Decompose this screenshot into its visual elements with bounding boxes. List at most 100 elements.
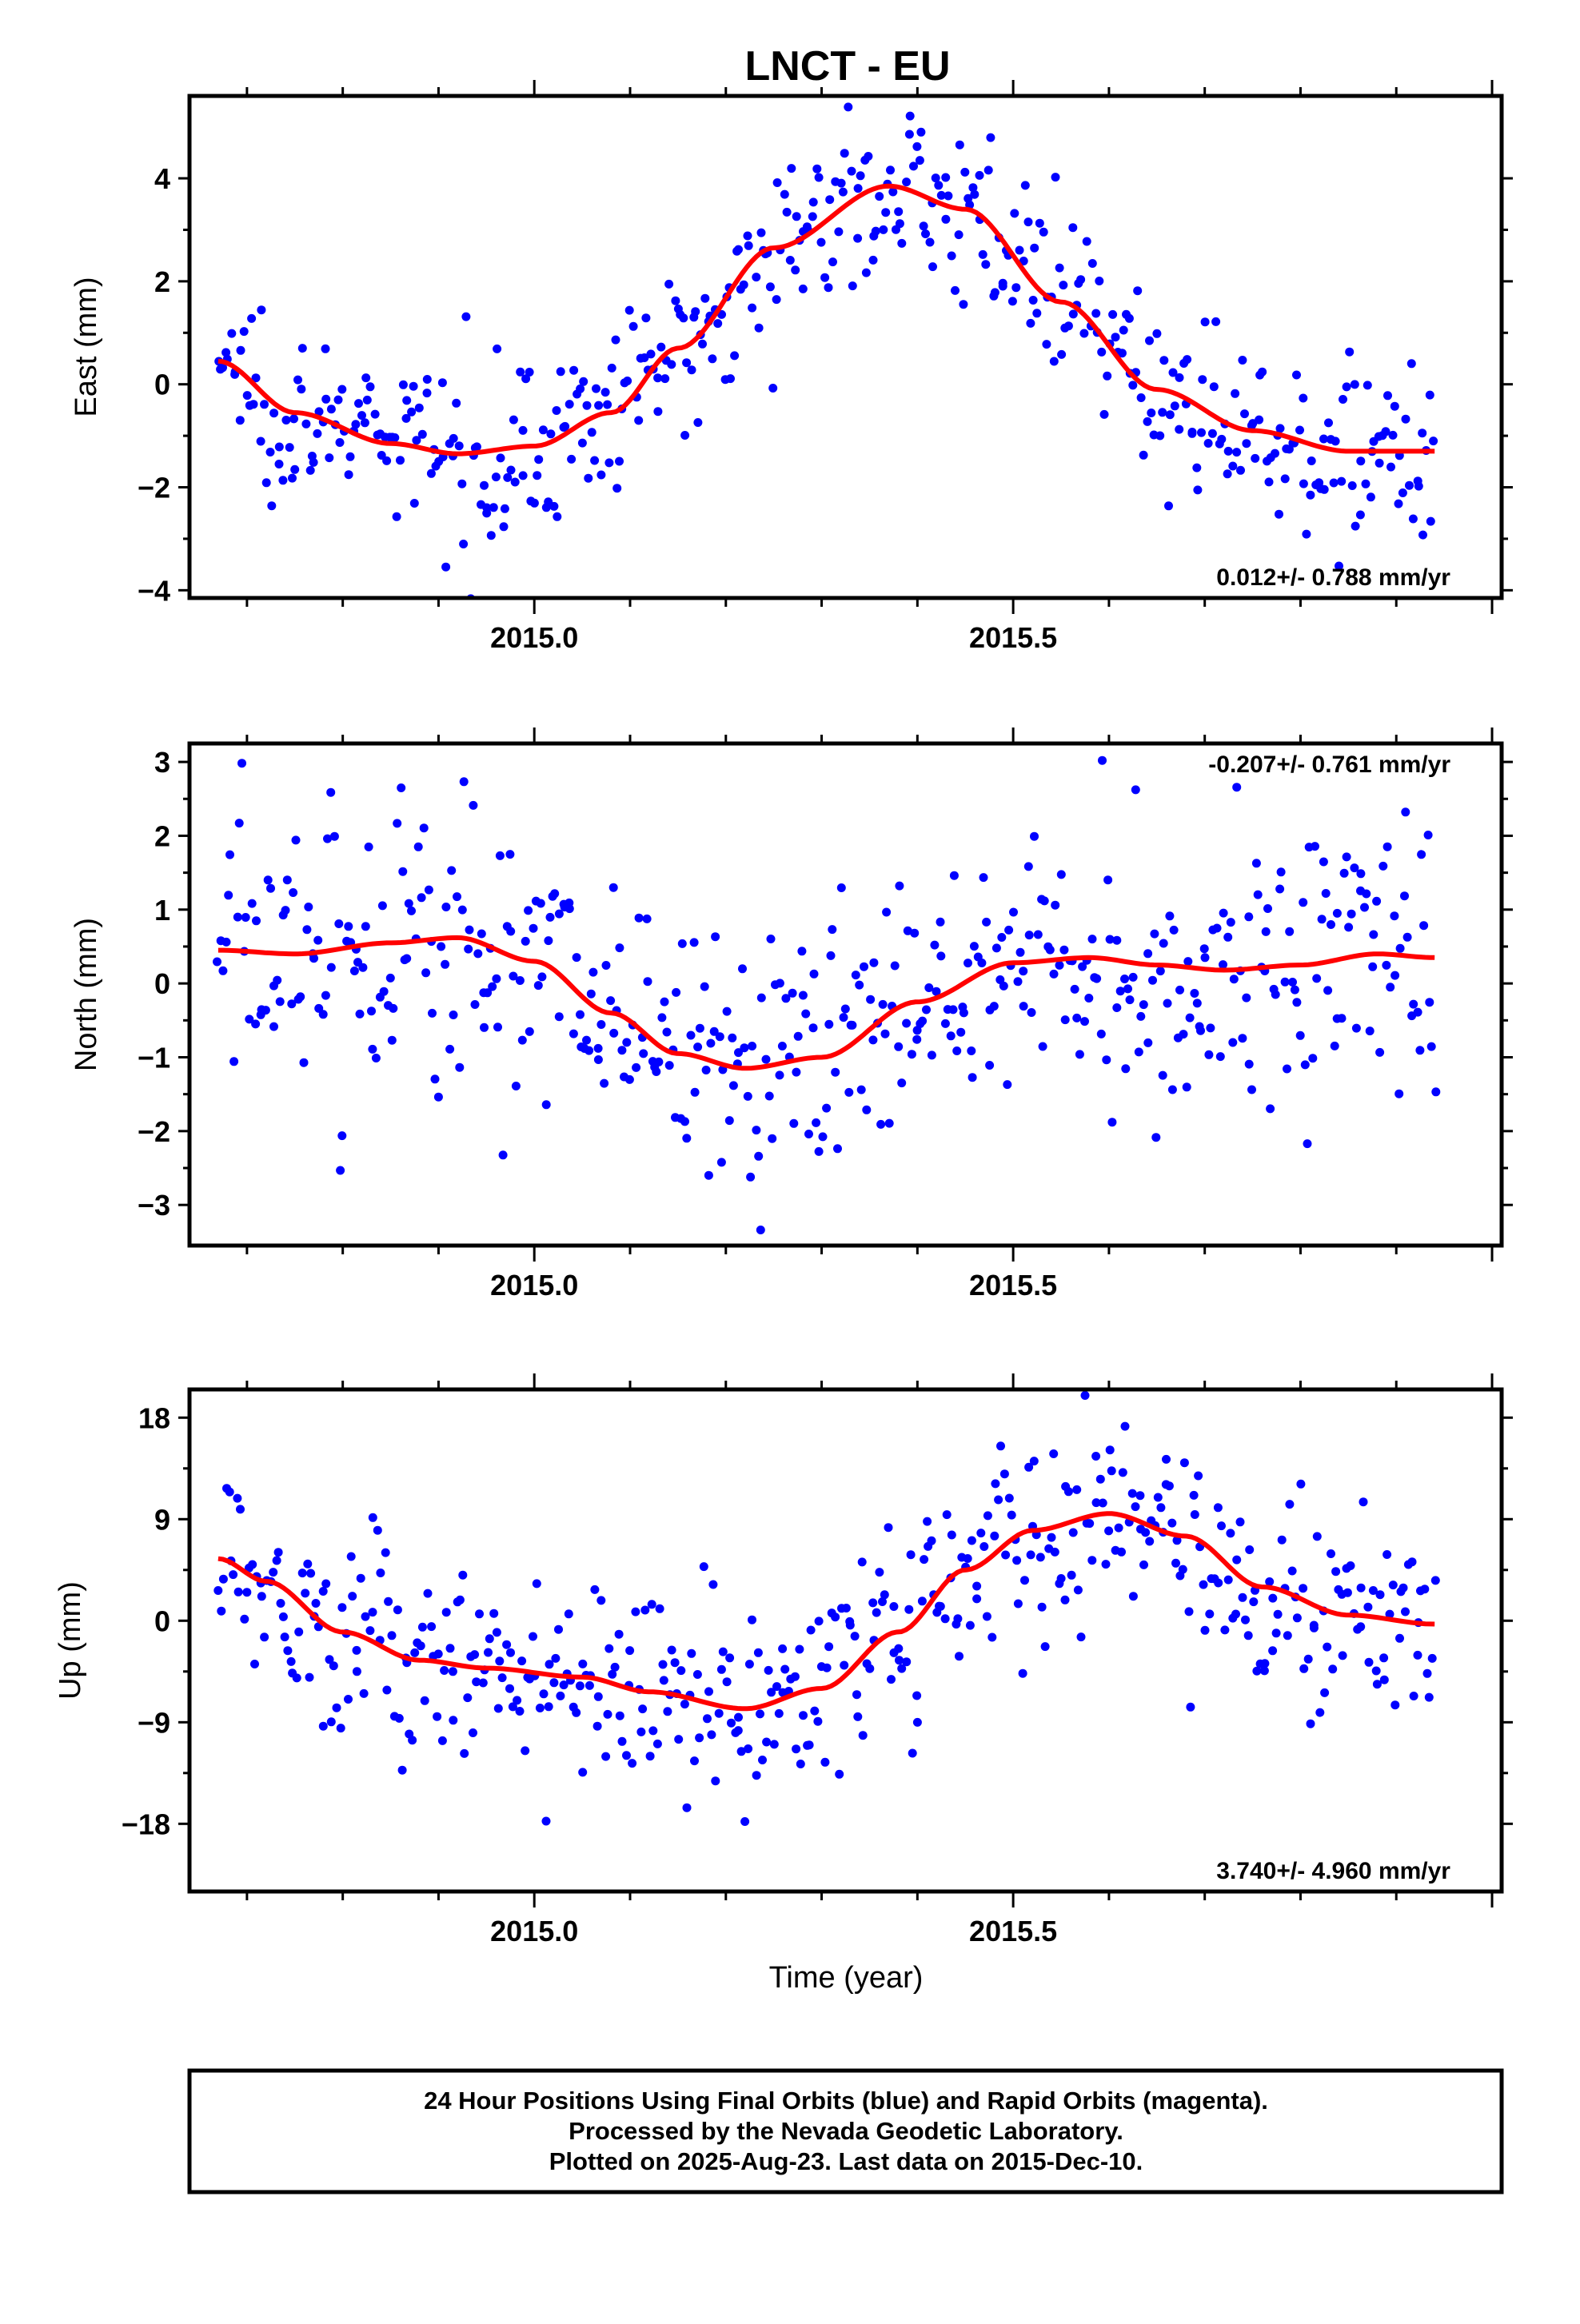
data-point: [554, 909, 564, 919]
data-point: [828, 257, 837, 267]
data-point: [925, 237, 935, 247]
data-point: [838, 187, 848, 197]
data-point: [872, 1608, 881, 1617]
data-point: [700, 293, 710, 303]
data-point: [492, 1628, 501, 1637]
data-point: [437, 378, 447, 388]
data-point: [994, 1495, 1003, 1505]
data-point: [1040, 1642, 1050, 1652]
data-point: [1128, 1592, 1138, 1601]
data-point: [1200, 1625, 1210, 1635]
data-point: [585, 1680, 594, 1690]
data-point: [852, 1690, 861, 1700]
data-point: [808, 212, 817, 221]
data-point: [537, 972, 547, 982]
data-point: [1027, 1008, 1036, 1017]
data-point: [686, 1030, 696, 1040]
data-point: [1200, 317, 1210, 327]
data-point: [1213, 1503, 1223, 1513]
data-point: [834, 227, 844, 237]
y-axis-label: East (mm): [70, 277, 103, 417]
data-point: [516, 367, 525, 377]
data-point: [217, 1606, 226, 1616]
data-point: [390, 433, 400, 442]
data-point: [632, 1062, 641, 1072]
data-point: [274, 442, 284, 452]
data-point: [884, 1523, 893, 1533]
data-point: [227, 329, 237, 338]
data-point: [1375, 1047, 1385, 1057]
data-point: [824, 283, 833, 293]
data-point: [754, 1151, 764, 1161]
data-point: [1366, 492, 1375, 502]
data-point: [584, 473, 593, 483]
data-point: [299, 1058, 309, 1067]
data-point: [908, 1748, 917, 1758]
data-point: [433, 1092, 443, 1102]
data-point: [421, 968, 431, 978]
data-point: [518, 471, 528, 480]
data-point: [1419, 921, 1429, 931]
data-point: [493, 1022, 502, 1032]
data-point: [449, 433, 458, 443]
data-point: [535, 1704, 545, 1712]
data-point: [1276, 867, 1286, 877]
data-point: [313, 429, 322, 438]
data-point: [978, 249, 988, 259]
data-point: [1261, 927, 1271, 936]
data-point: [1398, 1583, 1408, 1593]
data-point: [1200, 953, 1210, 963]
data-point: [1120, 975, 1129, 983]
data-point: [345, 452, 355, 461]
data-point: [492, 974, 501, 983]
data-point: [325, 1655, 334, 1664]
data-point: [1255, 415, 1264, 425]
data-point: [1337, 476, 1347, 486]
data-point: [777, 1042, 787, 1050]
data-point: [1344, 923, 1354, 932]
data-point: [739, 280, 748, 289]
data-point: [728, 1033, 737, 1042]
data-point: [707, 1730, 716, 1740]
data-point: [585, 1046, 594, 1055]
data-point: [1097, 347, 1107, 357]
data-point: [840, 1004, 850, 1014]
data-point: [510, 477, 520, 487]
data-point: [1179, 1458, 1189, 1468]
data-point: [780, 189, 789, 199]
data-point: [441, 1608, 451, 1617]
y-axis-label: North (mm): [70, 918, 103, 1071]
data-point: [1418, 429, 1427, 438]
data-point: [1379, 1675, 1389, 1684]
data-point: [1127, 1489, 1137, 1498]
data-point: [417, 1622, 427, 1632]
data-point: [529, 1632, 537, 1641]
data-point: [489, 503, 498, 512]
data-point: [818, 1132, 828, 1142]
data-point: [497, 1673, 507, 1683]
data-point: [1199, 944, 1209, 954]
data-point: [634, 416, 644, 425]
data-point: [596, 470, 606, 480]
data-point: [1185, 1013, 1195, 1022]
data-point: [1217, 434, 1227, 444]
data-point: [765, 282, 775, 292]
data-point: [1420, 1585, 1430, 1594]
data-point: [848, 281, 857, 291]
data-point: [756, 228, 766, 237]
data-point: [736, 1747, 746, 1756]
data-point: [472, 1677, 481, 1687]
data-point: [1085, 1519, 1095, 1529]
data-point: [260, 400, 269, 409]
x-tick-label: 2015.5: [969, 1915, 1057, 1947]
data-point: [1244, 912, 1254, 922]
data-point: [606, 996, 616, 1006]
data-point: [414, 403, 424, 413]
data-point: [1223, 932, 1233, 942]
data-point: [1382, 842, 1392, 851]
data-point: [1355, 510, 1365, 520]
data-point: [360, 418, 369, 428]
data-point: [679, 313, 688, 323]
data-point: [601, 961, 611, 970]
data-point: [871, 226, 880, 236]
